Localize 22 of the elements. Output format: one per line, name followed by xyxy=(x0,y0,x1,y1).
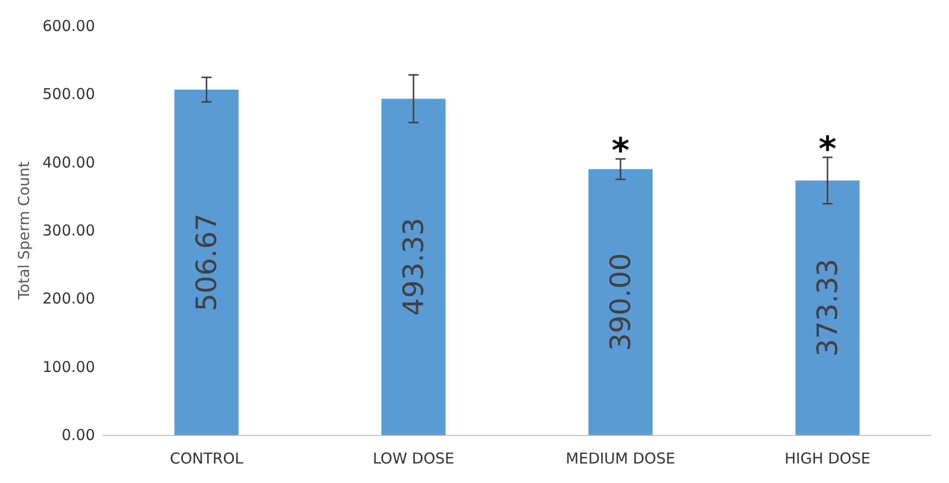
y-tick-label: 100.00 xyxy=(42,358,95,376)
data-label: 506.67 xyxy=(190,213,223,312)
y-tick-label: 200.00 xyxy=(42,290,95,308)
data-label: 390.00 xyxy=(604,253,637,352)
y-tick-label: 400.00 xyxy=(42,153,95,172)
y-axis-title: Total Sperm Count xyxy=(15,161,34,300)
bar xyxy=(174,90,239,435)
x-tick-label: HIGH DOSE xyxy=(784,450,870,468)
x-tick-label: CONTROL xyxy=(170,450,244,468)
bar xyxy=(588,169,653,435)
annotation: * xyxy=(612,130,630,171)
bar xyxy=(795,180,860,435)
x-tick-label: MEDIUM DOSE xyxy=(566,450,676,468)
bar xyxy=(381,98,446,435)
data-label: 493.33 xyxy=(397,218,430,316)
y-tick-label: 500.00 xyxy=(42,85,95,104)
y-tick-label: 0.00 xyxy=(62,426,95,444)
data-label: 373.33 xyxy=(811,258,844,357)
y-tick-label: 300.00 xyxy=(42,222,95,240)
y-tick-label: 600.00 xyxy=(42,17,95,35)
annotation: * xyxy=(818,130,837,170)
x-tick-label: LOW DOSE xyxy=(372,450,454,468)
